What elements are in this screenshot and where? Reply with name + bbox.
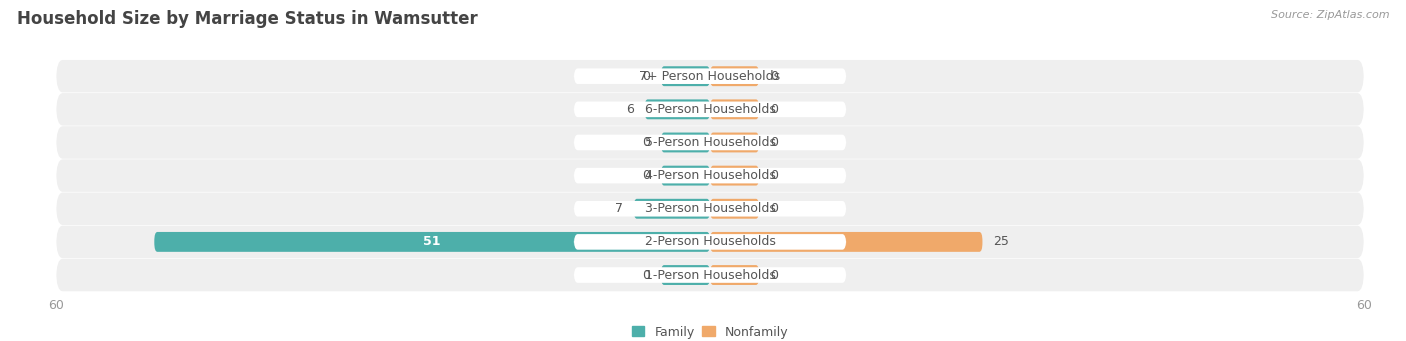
FancyBboxPatch shape	[710, 166, 759, 186]
FancyBboxPatch shape	[574, 168, 846, 183]
FancyBboxPatch shape	[661, 66, 710, 86]
Text: 7+ Person Households: 7+ Person Households	[640, 70, 780, 83]
Text: 0: 0	[643, 268, 650, 282]
FancyBboxPatch shape	[56, 193, 1364, 225]
Text: 6: 6	[626, 103, 634, 116]
Text: 0: 0	[770, 169, 778, 182]
FancyBboxPatch shape	[661, 166, 710, 186]
FancyBboxPatch shape	[710, 99, 759, 119]
FancyBboxPatch shape	[574, 267, 846, 283]
Text: 5-Person Households: 5-Person Households	[644, 136, 776, 149]
FancyBboxPatch shape	[155, 232, 710, 252]
FancyBboxPatch shape	[710, 66, 759, 86]
Text: 51: 51	[423, 235, 441, 248]
FancyBboxPatch shape	[56, 259, 1364, 291]
Text: 3-Person Households: 3-Person Households	[644, 202, 776, 215]
FancyBboxPatch shape	[56, 126, 1364, 159]
FancyBboxPatch shape	[634, 199, 710, 219]
Text: Source: ZipAtlas.com: Source: ZipAtlas.com	[1271, 10, 1389, 20]
FancyBboxPatch shape	[661, 133, 710, 152]
Text: 0: 0	[770, 70, 778, 83]
Text: 7: 7	[614, 202, 623, 215]
FancyBboxPatch shape	[574, 234, 846, 250]
Text: 6-Person Households: 6-Person Households	[644, 103, 776, 116]
Text: 0: 0	[770, 268, 778, 282]
Text: 0: 0	[643, 169, 650, 182]
Legend: Family, Nonfamily: Family, Nonfamily	[631, 326, 789, 339]
FancyBboxPatch shape	[574, 102, 846, 117]
Text: 0: 0	[643, 136, 650, 149]
FancyBboxPatch shape	[574, 135, 846, 150]
Text: 25: 25	[993, 235, 1010, 248]
FancyBboxPatch shape	[574, 201, 846, 217]
Text: 0: 0	[643, 70, 650, 83]
FancyBboxPatch shape	[644, 99, 710, 119]
FancyBboxPatch shape	[661, 265, 710, 285]
FancyBboxPatch shape	[56, 159, 1364, 192]
FancyBboxPatch shape	[56, 93, 1364, 125]
FancyBboxPatch shape	[56, 60, 1364, 92]
Text: 4-Person Households: 4-Person Households	[644, 169, 776, 182]
Text: Household Size by Marriage Status in Wamsutter: Household Size by Marriage Status in Wam…	[17, 10, 478, 28]
Text: 0: 0	[770, 202, 778, 215]
FancyBboxPatch shape	[574, 69, 846, 84]
FancyBboxPatch shape	[56, 226, 1364, 258]
FancyBboxPatch shape	[710, 265, 759, 285]
Text: 1-Person Households: 1-Person Households	[644, 268, 776, 282]
FancyBboxPatch shape	[710, 232, 983, 252]
Text: 0: 0	[770, 103, 778, 116]
Text: 0: 0	[770, 136, 778, 149]
FancyBboxPatch shape	[710, 199, 759, 219]
Text: 2-Person Households: 2-Person Households	[644, 235, 776, 248]
FancyBboxPatch shape	[710, 133, 759, 152]
